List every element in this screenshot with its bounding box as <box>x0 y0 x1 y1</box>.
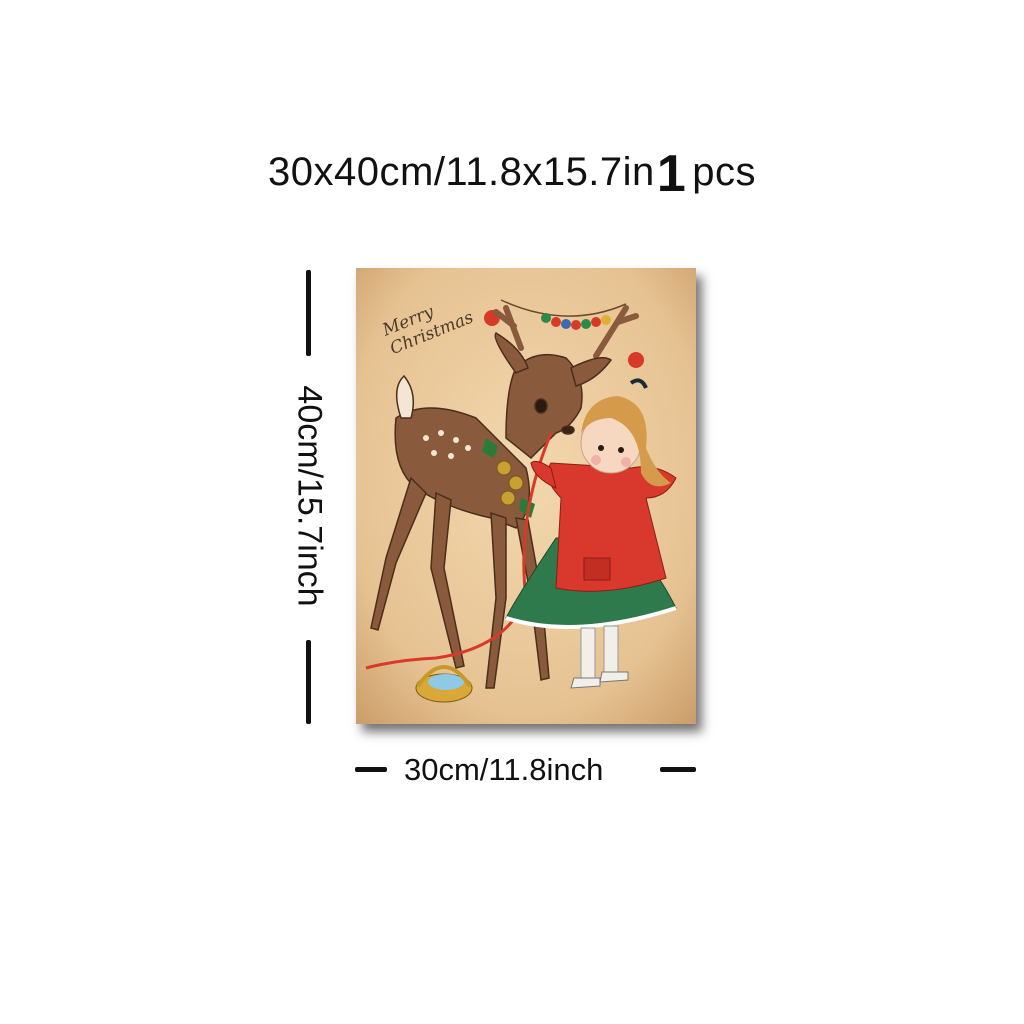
width-label: 30cm/11.8inch <box>404 752 604 787</box>
quantity-unit: pcs <box>692 150 756 194</box>
girl-icon <box>505 378 677 689</box>
deer-spots <box>423 430 471 459</box>
height-measure-line-top <box>306 270 311 356</box>
height-measure-line-bottom <box>306 640 311 724</box>
product-size-title: 30x40cm/11.8x15.7in1 pcs <box>0 138 1024 203</box>
ribbon <box>365 432 553 670</box>
quantity-number: 1 <box>656 145 687 203</box>
width-measure-line-right <box>660 767 696 772</box>
holly-bells-icon <box>482 438 535 518</box>
canvas-print: Merry Christmas <box>356 268 696 724</box>
size-text: 30x40cm/11.8x15.7in <box>268 150 655 194</box>
christmas-artwork <box>356 268 696 724</box>
basket-icon <box>415 665 473 703</box>
height-label: 40cm/15.7inch <box>290 385 329 607</box>
width-measure-line-left <box>355 767 387 772</box>
deer-icon <box>370 305 639 689</box>
garland-icon <box>484 299 644 368</box>
